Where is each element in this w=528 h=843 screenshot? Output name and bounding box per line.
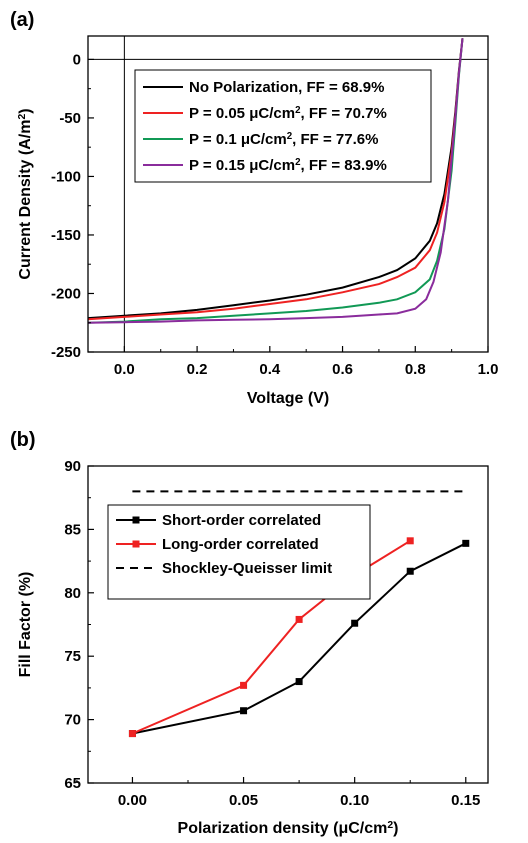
legend-label-1: Short-order correlated	[162, 512, 321, 529]
y-tick-label: 80	[64, 585, 81, 602]
x-axis-label: Voltage (V)	[247, 390, 329, 407]
x-tick-label: 0.15	[451, 792, 480, 809]
legend-label-3: P = 0.1 μC/cm2, FF = 77.6%	[189, 131, 378, 149]
y-tick-label: -150	[51, 227, 81, 244]
legend-label-1: No Polarization, FF = 68.9%	[189, 79, 384, 96]
y-axis-label: Fill Factor (%)	[17, 572, 34, 678]
y-tick-label: 70	[64, 712, 81, 729]
iv-curve-chart: 0.0 0.2 0.4 0.6 0.8 1.0 0 -50 -100 -150 -200 -250 Vo…	[17, 35, 499, 407]
y-tick-label: -50	[59, 110, 81, 127]
y-tick-label: -100	[51, 168, 81, 185]
y-tick-label: 90	[64, 458, 81, 475]
y-tick-label: 65	[64, 775, 81, 792]
panel-a-label: (a)	[10, 9, 34, 31]
legend-label-3: Shockley-Queisser limit	[162, 560, 332, 577]
x-tick-label: 0.05	[229, 792, 258, 809]
x-tick-label: 0.4	[259, 361, 281, 378]
x-tick-label: 0.6	[332, 361, 353, 378]
series-line-4	[88, 38, 464, 324]
data-point-2-3	[295, 615, 303, 623]
x-tick-label: 0.8	[405, 361, 426, 378]
data-point-1-5	[406, 567, 414, 575]
y-tick-label: -250	[51, 344, 81, 361]
plot-frame	[87, 35, 489, 353]
fill-factor-chart: 0.00 0.05 0.10 0.15 65 70 75 80 85 90 Polarization…	[17, 458, 489, 838]
series-line-1	[132, 542, 467, 735]
x-tick-label: 1.0	[478, 361, 499, 378]
data-point-2-5	[406, 537, 414, 545]
x-tick-label: 0.00	[118, 792, 147, 809]
legend-label-4: P = 0.15 μC/cm2, FF = 83.9%	[189, 157, 387, 175]
legend-marker-1	[132, 516, 140, 524]
data-point-2-1	[128, 730, 136, 738]
legend-box	[134, 69, 432, 183]
legend-marker-2	[132, 540, 140, 548]
legend-label-2: P = 0.05 μC/cm2, FF = 70.7%	[189, 105, 387, 123]
x-tick-label: 0.2	[187, 361, 208, 378]
panel-b-label: (b)	[10, 429, 36, 451]
y-tick-label: -200	[51, 285, 81, 302]
y-axis-label: Current Density (A/m2)	[17, 108, 35, 279]
x-tick-label: 0.10	[340, 792, 369, 809]
x-tick-label: 0.0	[114, 361, 135, 378]
data-point-2-2	[240, 681, 248, 689]
data-point-1-2	[240, 707, 248, 715]
plot-area	[88, 38, 464, 324]
data-point-1-4	[351, 619, 359, 627]
data-point-1-6	[462, 539, 470, 547]
y-tick-label: 0	[73, 51, 81, 68]
legend-label-2: Long-order correlated	[162, 536, 319, 553]
data-point-1-3	[295, 678, 303, 686]
x-axis-label: Polarization density (μC/cm2)	[178, 820, 399, 838]
y-tick-label: 75	[64, 648, 81, 665]
y-tick-label: 85	[64, 521, 81, 538]
